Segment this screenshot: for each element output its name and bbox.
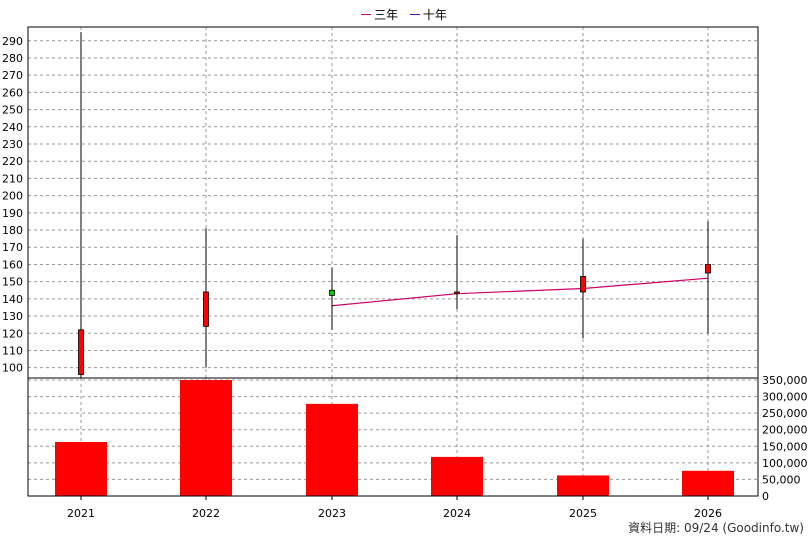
volume-bar: [431, 456, 483, 496]
price-tick-label: 210: [2, 172, 23, 185]
price-tick-label: 220: [2, 155, 23, 168]
price-tick-label: 130: [2, 310, 23, 323]
price-tick-label: 290: [2, 35, 23, 48]
price-tick-label: 260: [2, 86, 23, 99]
volume-axis: 0 50,000 100,000 150,000 200,000 250,000 300,0…: [762, 374, 808, 503]
price-tick-label: 280: [2, 52, 23, 65]
x-tick-label: 2025: [569, 507, 597, 520]
chart-frames: [27, 26, 759, 497]
price-grid: [28, 27, 758, 378]
price-tick-label: 190: [2, 207, 23, 220]
price-tick-label: 160: [2, 258, 23, 271]
volume-tick-label: 100,000: [762, 457, 808, 470]
x-tick-label: 2021: [67, 507, 95, 520]
legend-item-ten-year: 十年: [409, 6, 447, 23]
data-date-footer: 資料日期: 09/24 (Goodinfo.tw): [628, 521, 804, 535]
price-tick-label: 250: [2, 104, 23, 117]
candle-body: [329, 289, 335, 296]
candle-body: [78, 329, 84, 375]
volume-bars: [55, 380, 734, 496]
price-tick-label: 230: [2, 138, 23, 151]
price-tick-label: 110: [2, 344, 23, 357]
legend: 三年 十年: [0, 6, 808, 23]
ma-line-three-year: [331, 277, 709, 307]
price-tick-label: 240: [2, 121, 23, 134]
price-tick-label: 200: [2, 190, 23, 203]
candle-body: [705, 264, 711, 274]
candle-body: [454, 291, 460, 295]
x-axis: 2021 2022 2023 2024 2025 2026: [67, 496, 722, 520]
price-plot-bg: [28, 27, 758, 378]
candle-body: [580, 276, 586, 293]
legend-label-three-year: 三年: [374, 8, 399, 22]
legend-item-three-year: 三年: [361, 6, 398, 23]
legend-label-ten-year: 十年: [422, 8, 447, 22]
price-tick-label: 120: [2, 327, 23, 340]
legend-swatch-three-year: [361, 14, 372, 15]
price-tick-label: 150: [2, 276, 23, 289]
volume-tick-label: 300,000: [762, 391, 808, 404]
volume-tick-label: 350,000: [762, 374, 808, 387]
price-tick-label: 270: [2, 69, 23, 82]
volume-bar: [306, 403, 358, 496]
volume-frame: [27, 377, 759, 497]
ma-lines: [331, 277, 709, 307]
x-tick-label: 2022: [192, 507, 220, 520]
price-tick-label: 180: [2, 224, 23, 237]
volume-tick-label: 200,000: [762, 424, 808, 437]
price-tick-label: 140: [2, 293, 23, 306]
price-axis: 100 110 120 130 140 150 160 170 180 190 200 210 220 2…: [2, 35, 23, 375]
x-tick-label: 2023: [318, 507, 346, 520]
x-tick-label: 2024: [443, 507, 471, 520]
x-tick-label: 2026: [694, 507, 722, 520]
price-tick-label: 100: [2, 362, 23, 375]
volume-tick-label: 0: [762, 490, 769, 503]
volume-bar: [180, 380, 232, 496]
volume-bar: [557, 475, 609, 496]
volume-grid: [28, 378, 758, 497]
volume-tick-label: 250,000: [762, 407, 808, 420]
volume-tick-label: 150,000: [762, 440, 808, 453]
price-tick-label: 170: [2, 241, 23, 254]
candles: [78, 32, 711, 378]
volume-tick-label: 50,000: [762, 473, 801, 486]
candle-body: [203, 291, 209, 327]
volume-bar: [55, 441, 107, 496]
volume-bar: [682, 470, 734, 496]
legend-swatch-ten-year: [409, 14, 420, 15]
